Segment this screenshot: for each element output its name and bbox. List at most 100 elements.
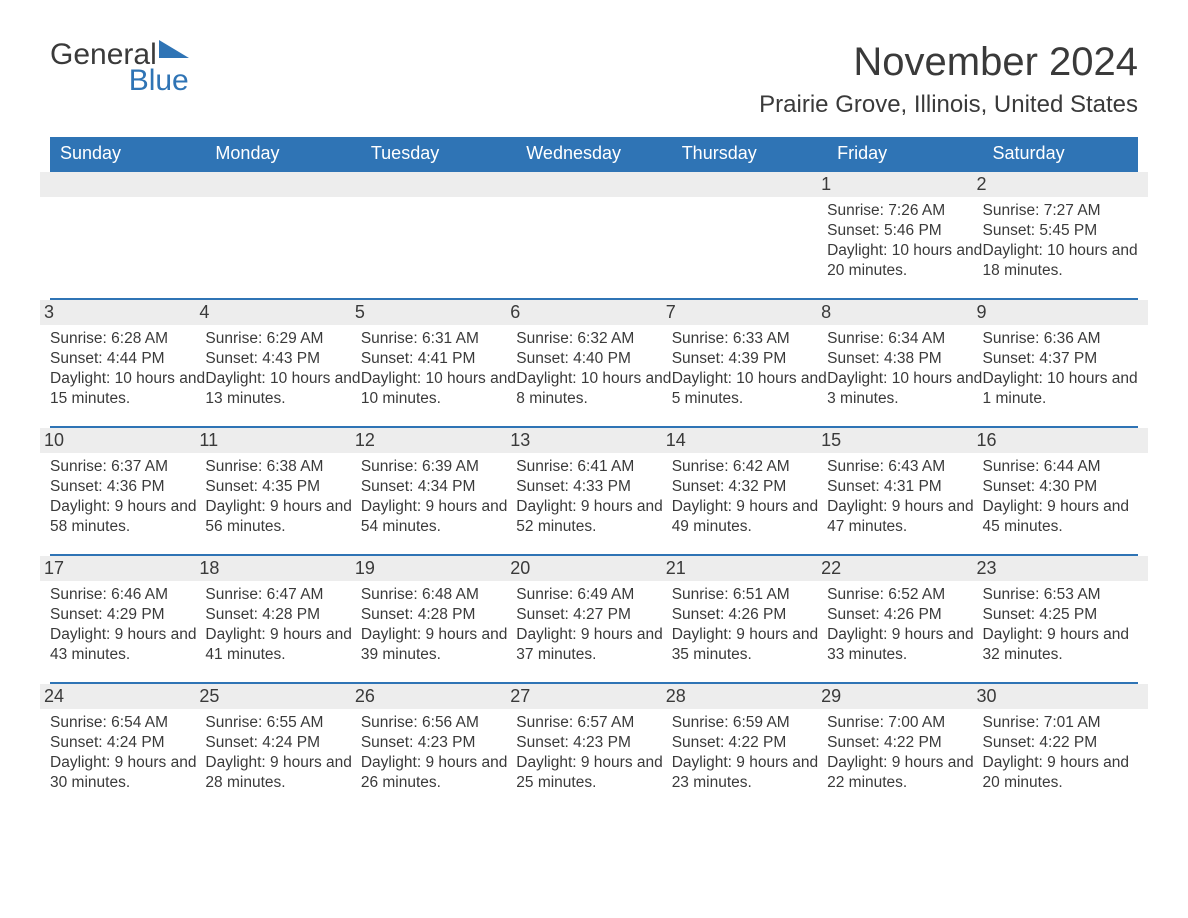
day-cell: 29Sunrise: 7:00 AMSunset: 4:22 PMDayligh… — [827, 683, 982, 811]
day-details: Sunrise: 6:48 AMSunset: 4:28 PMDaylight:… — [361, 585, 516, 666]
day-number: 30 — [973, 684, 1148, 709]
day-header: Monday — [205, 137, 360, 171]
day-header: Saturday — [983, 137, 1138, 171]
day-cell: 13Sunrise: 6:41 AMSunset: 4:33 PMDayligh… — [516, 427, 671, 555]
day-number — [40, 172, 215, 197]
day-number: 16 — [973, 428, 1148, 453]
sunset-line: Sunset: 4:34 PM — [361, 477, 516, 497]
day-header: Friday — [827, 137, 982, 171]
sunrise-line: Sunrise: 6:48 AM — [361, 585, 516, 605]
daylight-line: Daylight: 9 hours and 26 minutes. — [361, 753, 516, 793]
sunrise-line: Sunrise: 6:43 AM — [827, 457, 982, 477]
sunset-line: Sunset: 4:40 PM — [516, 349, 671, 369]
day-number: 24 — [40, 684, 215, 709]
week-row: 24Sunrise: 6:54 AMSunset: 4:24 PMDayligh… — [50, 683, 1138, 811]
day-number: 29 — [817, 684, 992, 709]
sunset-line: Sunset: 4:44 PM — [50, 349, 205, 369]
day-number: 13 — [506, 428, 681, 453]
day-number: 23 — [973, 556, 1148, 581]
day-header: Tuesday — [361, 137, 516, 171]
sunrise-line: Sunrise: 6:55 AM — [205, 713, 360, 733]
daylight-line: Daylight: 9 hours and 25 minutes. — [516, 753, 671, 793]
sunset-line: Sunset: 4:28 PM — [361, 605, 516, 625]
daylight-line: Daylight: 10 hours and 13 minutes. — [205, 369, 360, 409]
day-number: 25 — [195, 684, 370, 709]
sunset-line: Sunset: 4:22 PM — [827, 733, 982, 753]
daylight-line: Daylight: 9 hours and 30 minutes. — [50, 753, 205, 793]
day-cell: 22Sunrise: 6:52 AMSunset: 4:26 PMDayligh… — [827, 555, 982, 683]
day-details: Sunrise: 6:44 AMSunset: 4:30 PMDaylight:… — [983, 457, 1138, 538]
sunrise-line: Sunrise: 6:42 AM — [672, 457, 827, 477]
day-details: Sunrise: 6:32 AMSunset: 4:40 PMDaylight:… — [516, 329, 671, 410]
sunrise-line: Sunrise: 6:51 AM — [672, 585, 827, 605]
day-cell: 21Sunrise: 6:51 AMSunset: 4:26 PMDayligh… — [672, 555, 827, 683]
sunset-line: Sunset: 5:45 PM — [983, 221, 1138, 241]
sunset-line: Sunset: 4:43 PM — [205, 349, 360, 369]
week-row: 17Sunrise: 6:46 AMSunset: 4:29 PMDayligh… — [50, 555, 1138, 683]
sunrise-line: Sunrise: 6:46 AM — [50, 585, 205, 605]
day-cell: 6Sunrise: 6:32 AMSunset: 4:40 PMDaylight… — [516, 299, 671, 427]
day-details: Sunrise: 6:34 AMSunset: 4:38 PMDaylight:… — [827, 329, 982, 410]
day-details: Sunrise: 6:59 AMSunset: 4:22 PMDaylight:… — [672, 713, 827, 794]
day-cell: 16Sunrise: 6:44 AMSunset: 4:30 PMDayligh… — [983, 427, 1138, 555]
sunset-line: Sunset: 4:35 PM — [205, 477, 360, 497]
day-number: 27 — [506, 684, 681, 709]
day-number: 8 — [817, 300, 992, 325]
day-cell: 5Sunrise: 6:31 AMSunset: 4:41 PMDaylight… — [361, 299, 516, 427]
sunset-line: Sunset: 4:27 PM — [516, 605, 671, 625]
daylight-line: Daylight: 9 hours and 49 minutes. — [672, 497, 827, 537]
day-number: 11 — [195, 428, 370, 453]
location: Prairie Grove, Illinois, United States — [759, 91, 1138, 119]
sunrise-line: Sunrise: 6:28 AM — [50, 329, 205, 349]
daylight-line: Daylight: 10 hours and 3 minutes. — [827, 369, 982, 409]
sunrise-line: Sunrise: 7:01 AM — [983, 713, 1138, 733]
day-number: 6 — [506, 300, 681, 325]
day-number: 18 — [195, 556, 370, 581]
sunset-line: Sunset: 5:46 PM — [827, 221, 982, 241]
day-details: Sunrise: 7:01 AMSunset: 4:22 PMDaylight:… — [983, 713, 1138, 794]
daylight-line: Daylight: 9 hours and 33 minutes. — [827, 625, 982, 665]
day-cell: 30Sunrise: 7:01 AMSunset: 4:22 PMDayligh… — [983, 683, 1138, 811]
sunrise-line: Sunrise: 6:52 AM — [827, 585, 982, 605]
day-number: 26 — [351, 684, 526, 709]
day-details: Sunrise: 6:56 AMSunset: 4:23 PMDaylight:… — [361, 713, 516, 794]
page-header: General Blue November 2024 Prairie Grove… — [50, 40, 1138, 127]
sunset-line: Sunset: 4:30 PM — [983, 477, 1138, 497]
daylight-line: Daylight: 9 hours and 56 minutes. — [205, 497, 360, 537]
sunrise-line: Sunrise: 6:34 AM — [827, 329, 982, 349]
sunrise-line: Sunrise: 7:26 AM — [827, 201, 982, 221]
sunset-line: Sunset: 4:22 PM — [672, 733, 827, 753]
day-details: Sunrise: 6:38 AMSunset: 4:35 PMDaylight:… — [205, 457, 360, 538]
sunset-line: Sunset: 4:23 PM — [361, 733, 516, 753]
daylight-line: Daylight: 10 hours and 1 minute. — [983, 369, 1138, 409]
daylight-line: Daylight: 10 hours and 18 minutes. — [983, 241, 1138, 281]
day-number: 10 — [40, 428, 215, 453]
day-cell: 4Sunrise: 6:29 AMSunset: 4:43 PMDaylight… — [205, 299, 360, 427]
day-cell: 20Sunrise: 6:49 AMSunset: 4:27 PMDayligh… — [516, 555, 671, 683]
daylight-line: Daylight: 9 hours and 54 minutes. — [361, 497, 516, 537]
sunrise-line: Sunrise: 7:27 AM — [983, 201, 1138, 221]
day-cell: 25Sunrise: 6:55 AMSunset: 4:24 PMDayligh… — [205, 683, 360, 811]
empty-cell — [205, 171, 360, 299]
day-number: 2 — [973, 172, 1148, 197]
week-row: 10Sunrise: 6:37 AMSunset: 4:36 PMDayligh… — [50, 427, 1138, 555]
day-details: Sunrise: 6:57 AMSunset: 4:23 PMDaylight:… — [516, 713, 671, 794]
sunrise-line: Sunrise: 6:56 AM — [361, 713, 516, 733]
sunrise-line: Sunrise: 6:33 AM — [672, 329, 827, 349]
sunset-line: Sunset: 4:28 PM — [205, 605, 360, 625]
daylight-line: Daylight: 9 hours and 28 minutes. — [205, 753, 360, 793]
day-number: 4 — [195, 300, 370, 325]
day-details: Sunrise: 6:37 AMSunset: 4:36 PMDaylight:… — [50, 457, 205, 538]
sunset-line: Sunset: 4:25 PM — [983, 605, 1138, 625]
sunset-line: Sunset: 4:37 PM — [983, 349, 1138, 369]
day-details: Sunrise: 6:39 AMSunset: 4:34 PMDaylight:… — [361, 457, 516, 538]
day-cell: 11Sunrise: 6:38 AMSunset: 4:35 PMDayligh… — [205, 427, 360, 555]
day-cell: 18Sunrise: 6:47 AMSunset: 4:28 PMDayligh… — [205, 555, 360, 683]
daylight-line: Daylight: 10 hours and 10 minutes. — [361, 369, 516, 409]
daylight-line: Daylight: 9 hours and 52 minutes. — [516, 497, 671, 537]
sunset-line: Sunset: 4:22 PM — [983, 733, 1138, 753]
day-details: Sunrise: 6:36 AMSunset: 4:37 PMDaylight:… — [983, 329, 1138, 410]
day-cell: 1Sunrise: 7:26 AMSunset: 5:46 PMDaylight… — [827, 171, 982, 299]
day-number: 20 — [506, 556, 681, 581]
sunrise-line: Sunrise: 6:36 AM — [983, 329, 1138, 349]
